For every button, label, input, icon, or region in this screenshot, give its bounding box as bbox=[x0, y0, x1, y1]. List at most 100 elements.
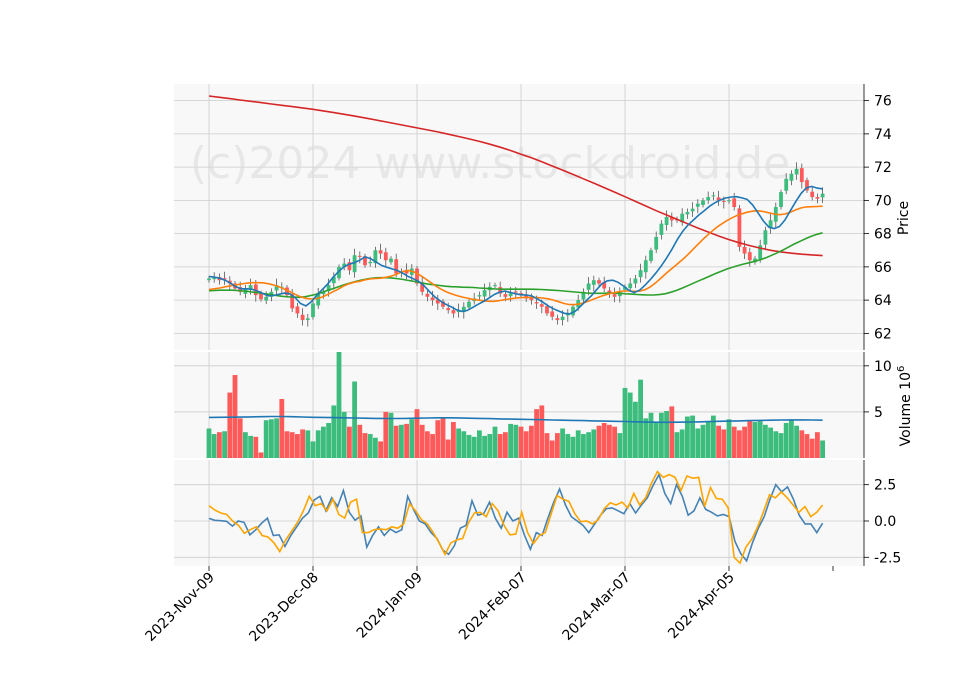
volume-bar bbox=[742, 426, 747, 458]
candle-body bbox=[805, 180, 809, 191]
volume-bar bbox=[778, 433, 784, 458]
volume-bar bbox=[456, 428, 461, 458]
x-tick-label: 2024-Feb-07 bbox=[456, 570, 530, 644]
volume-bar bbox=[716, 425, 721, 458]
volume-bar bbox=[357, 424, 363, 458]
candle-body bbox=[597, 280, 601, 284]
candle-body bbox=[347, 262, 352, 271]
x-tick-label: 2024-Mar-07 bbox=[560, 570, 634, 644]
volume-bar bbox=[352, 381, 357, 458]
volume-bar bbox=[274, 418, 279, 458]
volume-bar bbox=[383, 411, 389, 458]
candle-body bbox=[441, 301, 445, 307]
volume-bar bbox=[612, 426, 617, 458]
y-tick-label: 68 bbox=[874, 227, 892, 243]
volume-bar bbox=[539, 405, 545, 458]
volume-bar bbox=[263, 420, 269, 458]
volume-bar bbox=[570, 436, 576, 458]
candle-body bbox=[695, 203, 700, 207]
volume-bar bbox=[336, 352, 342, 458]
candle-body bbox=[295, 306, 300, 314]
volume-bar bbox=[669, 406, 675, 458]
candle-body bbox=[763, 230, 768, 245]
volume-bar bbox=[601, 422, 607, 458]
candle-body bbox=[285, 287, 289, 296]
candle-body bbox=[368, 261, 373, 264]
volume-bar bbox=[409, 419, 415, 458]
volume-bar bbox=[633, 401, 638, 458]
candle-body bbox=[685, 212, 690, 215]
y-tick-label: 74 bbox=[874, 127, 892, 143]
candle-body bbox=[482, 290, 487, 297]
volume-bar bbox=[726, 419, 732, 458]
candle-body bbox=[586, 283, 591, 290]
y-tick-label: 62 bbox=[874, 326, 892, 342]
candle-body bbox=[664, 217, 669, 225]
candle-body bbox=[758, 245, 763, 260]
volume-bar bbox=[575, 430, 581, 458]
y-tick-label: 76 bbox=[874, 94, 892, 110]
volume-bar bbox=[763, 424, 768, 458]
volume-bar bbox=[237, 418, 243, 458]
candle-body bbox=[794, 168, 799, 175]
candle-body bbox=[571, 306, 575, 316]
candle-body bbox=[363, 256, 367, 266]
candle-body bbox=[628, 283, 633, 289]
volume-bar bbox=[211, 434, 217, 458]
ma-slow-line bbox=[208, 232, 823, 299]
volume-bar bbox=[627, 392, 633, 458]
candle-body bbox=[420, 282, 425, 292]
volume-bar bbox=[289, 432, 295, 458]
volume-bar bbox=[674, 432, 680, 458]
volume-bar bbox=[471, 436, 477, 458]
macd-panel bbox=[208, 470, 824, 565]
ma-long-line bbox=[208, 95, 823, 257]
candle-body bbox=[633, 278, 638, 284]
volume-bar bbox=[555, 433, 560, 458]
volume-bar bbox=[799, 430, 805, 458]
candle-body bbox=[742, 246, 747, 254]
candle-body bbox=[508, 293, 513, 297]
volume-bar bbox=[679, 429, 685, 458]
volume-bar bbox=[653, 422, 659, 458]
y-tick-label: 0.0 bbox=[874, 514, 896, 530]
volume-bar bbox=[482, 435, 487, 458]
volume-bar bbox=[622, 387, 628, 458]
volume-bar bbox=[711, 415, 716, 458]
volume-bar bbox=[466, 434, 472, 458]
volume-bar bbox=[581, 434, 586, 458]
volume-bar bbox=[279, 399, 285, 458]
volume-bar bbox=[222, 431, 227, 458]
y-tick-label: 5 bbox=[874, 405, 883, 421]
volume-bar bbox=[757, 421, 763, 458]
volume-bar bbox=[341, 411, 347, 458]
volume-bar bbox=[461, 431, 467, 458]
volume-bar bbox=[373, 437, 378, 458]
volume-bar bbox=[638, 379, 643, 458]
candle-body bbox=[212, 277, 217, 280]
candle-body bbox=[784, 178, 789, 191]
candle-body bbox=[727, 200, 731, 202]
macd-line bbox=[208, 472, 824, 563]
candle-body bbox=[373, 250, 378, 264]
volume-bar bbox=[648, 412, 654, 458]
volume-bar bbox=[295, 434, 300, 458]
volume-bar bbox=[367, 434, 373, 458]
candle-body bbox=[680, 213, 685, 223]
candle-body bbox=[659, 223, 664, 235]
candle-body bbox=[815, 197, 820, 199]
candle-body bbox=[264, 296, 269, 301]
candle-body bbox=[326, 285, 331, 292]
macd-panel-background bbox=[174, 460, 864, 566]
candle-body bbox=[357, 255, 362, 257]
candle-body bbox=[591, 280, 596, 285]
volume-bar bbox=[347, 426, 352, 458]
volume-bar bbox=[721, 429, 727, 458]
volume-bar bbox=[747, 421, 753, 458]
volume-bar bbox=[700, 424, 706, 458]
candle-body bbox=[222, 278, 227, 280]
volume-bar bbox=[315, 430, 321, 458]
candle-body bbox=[513, 291, 518, 293]
volume-bar bbox=[388, 412, 394, 458]
